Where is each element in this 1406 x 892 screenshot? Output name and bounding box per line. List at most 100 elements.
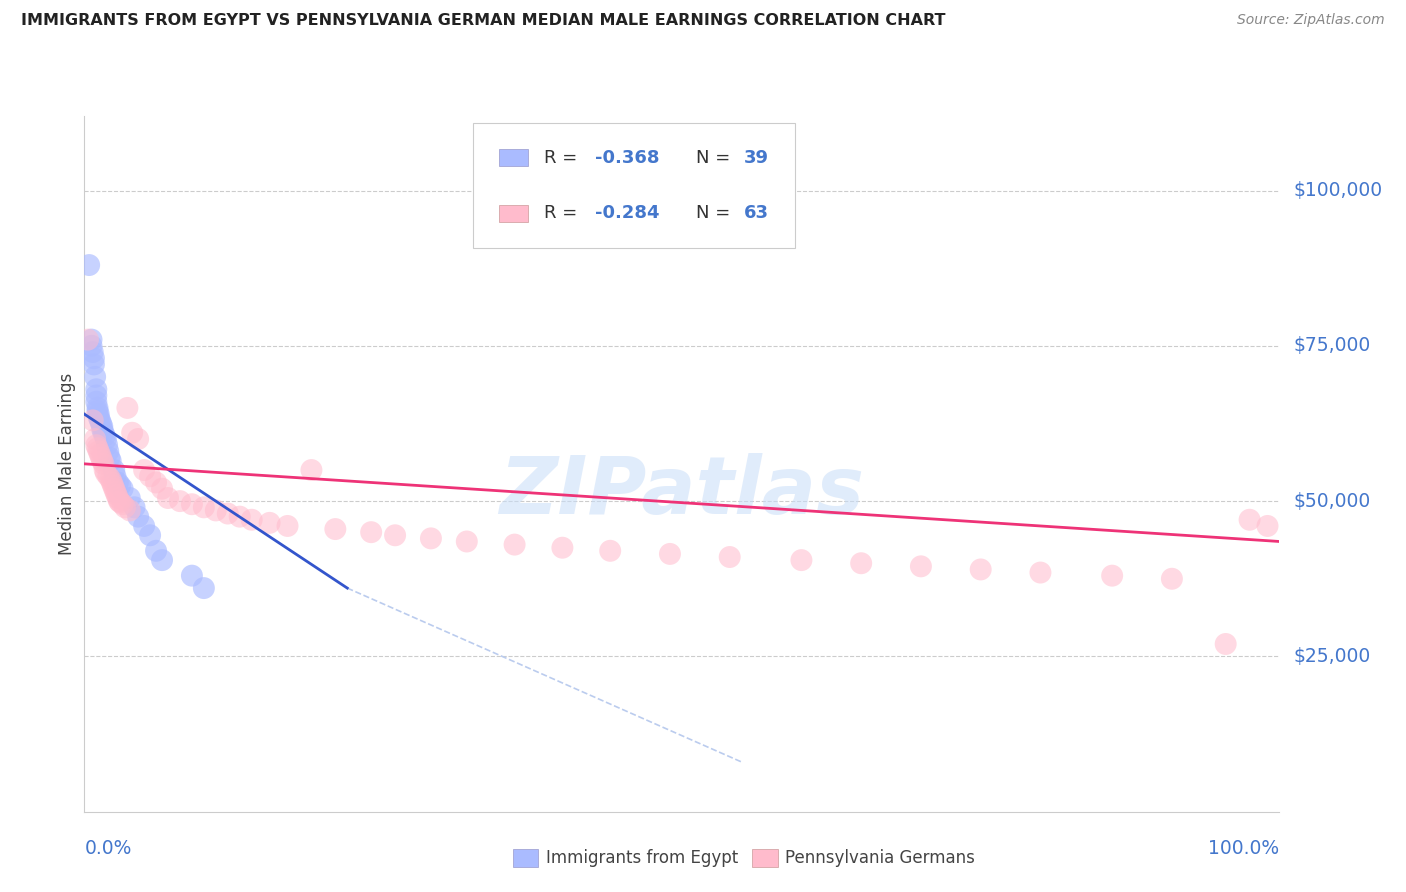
Point (180, 497, 202, 511)
Point (107, 491, 129, 505)
Point (217, 507, 239, 521)
Point (849, 556, 872, 570)
Point (150, 482, 173, 496)
FancyBboxPatch shape (499, 205, 527, 222)
Point (84, 369, 107, 384)
Point (94, 432, 117, 446)
Point (105, 488, 128, 502)
Point (108, 494, 131, 508)
Point (118, 491, 141, 505)
Point (84, 438, 107, 452)
Text: R =: R = (544, 204, 583, 222)
Point (117, 401, 139, 415)
Point (169, 494, 191, 508)
Text: $75,000: $75,000 (1294, 336, 1371, 355)
Text: $50,000: $50,000 (1294, 491, 1371, 510)
Point (419, 532, 441, 546)
Point (84, 394, 107, 409)
Point (110, 478, 132, 492)
Point (503, 538, 526, 552)
Text: N =: N = (696, 149, 737, 167)
Point (228, 509, 252, 524)
Point (103, 463, 125, 477)
Point (790, 553, 813, 567)
Point (1239, 513, 1261, 527)
Point (910, 559, 932, 574)
Point (127, 432, 149, 446)
Point (301, 463, 323, 477)
Text: 100.0%: 100.0% (1208, 839, 1279, 858)
Point (93, 457, 115, 471)
Point (87, 444, 110, 458)
Point (80, 339, 103, 353)
Point (658, 547, 681, 561)
Point (111, 497, 134, 511)
Point (145, 475, 167, 490)
FancyBboxPatch shape (472, 123, 796, 248)
Point (82, 413, 104, 427)
Point (1101, 568, 1123, 582)
FancyBboxPatch shape (499, 149, 527, 166)
Point (82, 345, 104, 359)
Point (970, 562, 993, 576)
Point (100, 454, 122, 468)
Point (193, 581, 215, 595)
Text: ZIPatlas: ZIPatlas (499, 452, 865, 531)
Point (77, 333, 100, 347)
Point (1029, 566, 1052, 580)
Point (193, 500, 215, 515)
Point (87, 407, 110, 421)
Point (121, 425, 143, 440)
Point (91, 423, 114, 437)
Point (145, 543, 167, 558)
Point (98, 450, 121, 465)
Point (86, 442, 108, 456)
Point (89, 448, 111, 462)
Point (110, 495, 132, 509)
Point (360, 525, 382, 540)
Point (84, 432, 107, 446)
Point (1256, 519, 1278, 533)
Point (1160, 572, 1182, 586)
Text: IMMIGRANTS FROM EGYPT VS PENNSYLVANIA GERMAN MEDIAN MALE EARNINGS CORRELATION CH: IMMIGRANTS FROM EGYPT VS PENNSYLVANIA GE… (21, 13, 946, 29)
Point (718, 549, 741, 564)
Point (323, 522, 346, 536)
Point (240, 513, 263, 527)
Y-axis label: Median Male Earnings: Median Male Earnings (58, 373, 76, 555)
Point (86, 404, 108, 418)
Point (89, 413, 111, 427)
Point (599, 543, 621, 558)
Text: 63: 63 (744, 204, 769, 222)
Text: 0.0%: 0.0% (84, 839, 132, 858)
Point (180, 568, 202, 582)
Point (101, 475, 124, 490)
Point (77, 258, 100, 272)
Text: Immigrants from Egypt: Immigrants from Egypt (546, 849, 738, 867)
Point (86, 401, 108, 415)
Point (259, 516, 281, 530)
Point (93, 425, 115, 440)
Point (83, 358, 105, 372)
Point (87, 410, 110, 425)
Point (97, 444, 120, 458)
Point (93, 429, 115, 443)
Point (1215, 637, 1237, 651)
Point (84, 382, 107, 396)
Point (93, 463, 115, 477)
Point (101, 478, 124, 492)
Point (104, 484, 127, 499)
Point (90, 450, 112, 465)
Text: 39: 39 (744, 149, 769, 167)
Text: $100,000: $100,000 (1294, 181, 1382, 200)
Point (157, 491, 180, 505)
Point (118, 503, 141, 517)
Point (103, 482, 125, 496)
Text: $25,000: $25,000 (1294, 647, 1371, 666)
Point (83, 351, 105, 366)
Point (139, 469, 162, 483)
Point (90, 417, 112, 431)
Point (104, 469, 127, 483)
Text: Source: ZipAtlas.com: Source: ZipAtlas.com (1237, 13, 1385, 28)
Point (97, 469, 120, 483)
Point (456, 534, 478, 549)
